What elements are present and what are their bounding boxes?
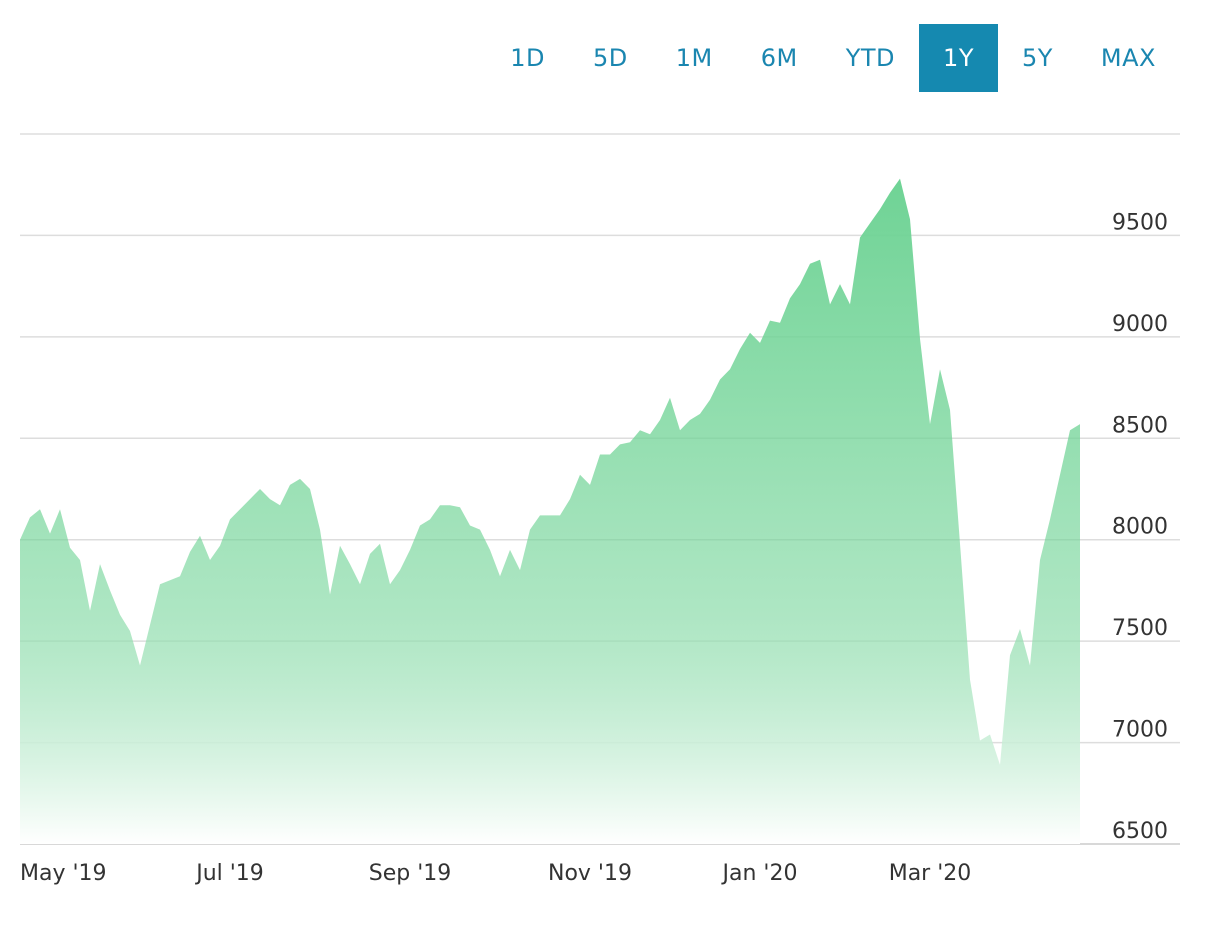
range-button[interactable]: 1M: [675, 44, 713, 72]
y-tick-label: 9000: [1112, 312, 1168, 337]
range-selector: 1D 5D 1M 6M YTD 1Y 5Y MAX: [486, 24, 1180, 92]
x-tick-label: May '19: [20, 861, 107, 886]
y-tick-label: 9500: [1112, 210, 1168, 235]
y-tick-label: 8500: [1112, 413, 1168, 438]
x-tick-label: Jul '19: [194, 861, 264, 886]
y-tick-label: 6500: [1112, 819, 1168, 844]
range-button[interactable]: YTD: [845, 44, 896, 72]
range-button[interactable]: 1D: [510, 44, 546, 72]
range-button[interactable]: 6M: [760, 44, 798, 72]
x-tick-label: Sep '19: [369, 861, 452, 886]
range-button[interactable]: 5Y: [1021, 44, 1053, 72]
y-tick-label: 8000: [1112, 515, 1168, 540]
area: [20, 178, 1080, 845]
x-tick-label: Nov '19: [548, 861, 632, 886]
range-button[interactable]: 1Y: [919, 24, 998, 92]
range-button[interactable]: 5D: [593, 44, 628, 72]
x-tick-label: Mar '20: [889, 861, 972, 886]
x-tick-label: Jan '20: [721, 861, 798, 886]
y-tick-label: 7500: [1112, 616, 1168, 641]
y-tick-label: 7000: [1112, 718, 1168, 743]
range-button[interactable]: MAX: [1100, 44, 1156, 72]
